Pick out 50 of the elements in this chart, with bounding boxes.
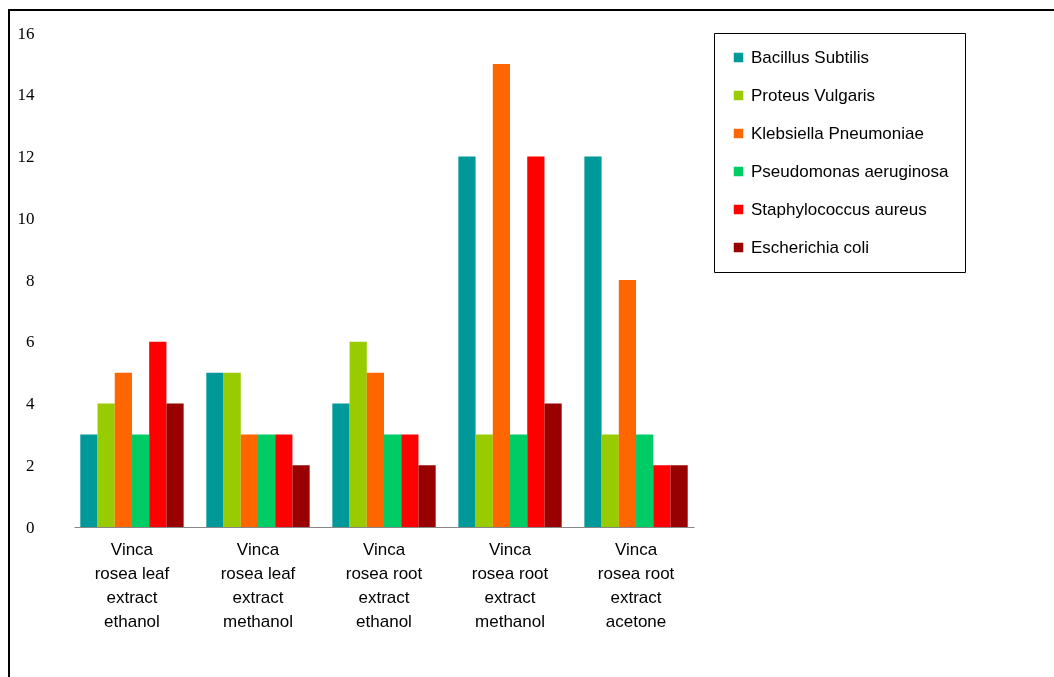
- y-tick-label: 4: [26, 394, 35, 413]
- y-tick-label: 14: [17, 85, 35, 105]
- y-tick-label: 12: [17, 147, 35, 166]
- bar: [510, 434, 528, 527]
- bar: [332, 403, 350, 527]
- y-tick-label: 8: [26, 270, 35, 290]
- bar: [401, 434, 419, 527]
- bar: [149, 341, 167, 527]
- x-tick-label: Vinca rosea root extract methanol: [471, 539, 549, 631]
- legend-label: Escherichia coli: [751, 237, 870, 257]
- x-tick-label: Vinca rosea leaf extract methanol: [220, 539, 296, 631]
- legend-label: Klebsiella Pneumoniae: [751, 123, 924, 143]
- x-tick-label: Vinca rosea leaf extract ethanol: [94, 539, 170, 631]
- y-tick-label: 6: [26, 332, 35, 352]
- y-tick-label: 10: [17, 208, 35, 228]
- bar: [97, 403, 115, 527]
- bar: [206, 372, 224, 527]
- bar: [527, 156, 545, 527]
- bar: [223, 372, 241, 527]
- legend-label: Proteus Vulgaris: [751, 85, 876, 105]
- bar: [114, 372, 132, 527]
- bar: [636, 434, 654, 527]
- bar: [384, 434, 402, 527]
- bar: [292, 465, 310, 527]
- bar: [257, 434, 276, 527]
- y-tick-label: 0: [26, 517, 35, 537]
- bar: [418, 465, 436, 527]
- x-tick-label: Vinca rosea root extract acetone: [597, 539, 675, 631]
- bar: [80, 434, 98, 527]
- bar: [349, 341, 367, 527]
- bar: [670, 465, 688, 527]
- y-tick-label: 2: [26, 455, 35, 475]
- bar: [584, 156, 602, 527]
- bar: [544, 403, 562, 527]
- x-tick-label: Vinca rosea root extract ethanol: [345, 539, 423, 631]
- bar: [601, 434, 619, 527]
- bar: [475, 434, 493, 527]
- bar: [166, 403, 184, 527]
- legend-label: Staphylococcus aureus: [751, 199, 927, 219]
- bar: [240, 434, 258, 527]
- bar: [131, 434, 150, 527]
- legend-label: Bacillus Subtilis: [751, 47, 870, 67]
- bar: [366, 372, 384, 527]
- bar: [458, 156, 476, 527]
- bar: [275, 434, 293, 527]
- bar: [492, 63, 511, 527]
- bar: [618, 280, 637, 527]
- legend-label: Pseudomonas aeruginosa: [751, 161, 950, 181]
- bar: [653, 465, 671, 527]
- y-tick-label: 16: [17, 23, 35, 43]
